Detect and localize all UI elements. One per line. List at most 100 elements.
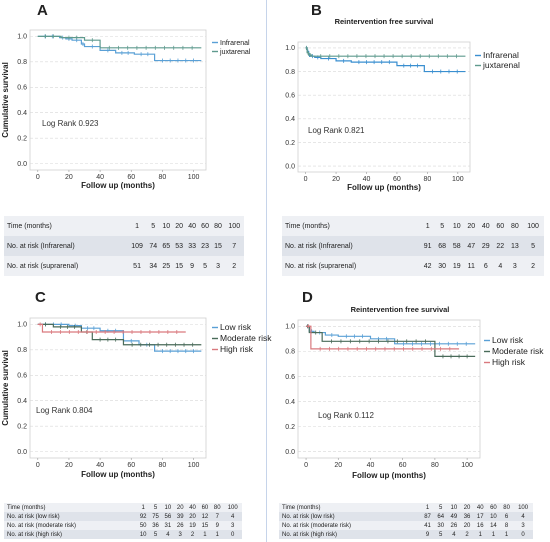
log-rank-annotation: Log Rank 0.112 xyxy=(318,411,374,420)
risk-value: 14 xyxy=(490,522,497,529)
risk-value: 34 xyxy=(149,262,158,270)
risk-value: 3 xyxy=(178,531,182,538)
risk-value: 51 xyxy=(133,262,141,270)
risk-time: 100 xyxy=(527,222,539,230)
risk-table-c: Time (months) 1 5 10 20 40 60 80 100 No.… xyxy=(4,503,242,539)
risk-time: 40 xyxy=(476,504,484,511)
y-tick-label: 0.4 xyxy=(17,110,27,117)
y-tick-label: 0.4 xyxy=(285,116,295,123)
risk-time: 100 xyxy=(518,504,529,511)
risk-value: 13 xyxy=(510,242,519,250)
risk-value: 23 xyxy=(201,242,209,250)
x-tick-label: 100 xyxy=(188,174,200,181)
risk-value: 15 xyxy=(175,262,184,270)
legend-label: juxtarenal xyxy=(482,60,520,70)
risk-value: 3 xyxy=(512,262,517,270)
x-tick-label: 20 xyxy=(332,176,340,183)
risk-value: 3 xyxy=(521,522,525,529)
risk-row-label: No. at risk (low risk) xyxy=(7,513,60,520)
risk-row-label: No. at risk (suprarenal) xyxy=(7,262,79,270)
risk-value: 7 xyxy=(232,242,237,250)
risk-value: 9 xyxy=(215,522,219,529)
risk-time: 40 xyxy=(188,222,197,230)
risk-value: 1 xyxy=(203,531,207,538)
risk-row-label: No. at risk (suprarenal) xyxy=(285,262,357,270)
plot-frame xyxy=(29,317,207,459)
risk-time: 1 xyxy=(141,504,145,511)
risk-value: 26 xyxy=(176,522,184,529)
risk-value: 20 xyxy=(189,513,196,520)
risk-table-a: Time (months) 1 5 10 20 40 60 80 100 No.… xyxy=(4,216,244,276)
risk-value: 65 xyxy=(162,242,171,250)
risk-value: 17 xyxy=(476,513,484,520)
chart-title: Reintervention free survival xyxy=(351,305,450,314)
risk-row-label: No. at risk (moderate risk) xyxy=(282,522,352,529)
risk-value: 2 xyxy=(232,262,237,270)
y-tick-label: 0.8 xyxy=(17,59,27,66)
risk-time: 20 xyxy=(463,504,471,511)
risk-value: 31 xyxy=(164,522,172,529)
x-tick-label: 40 xyxy=(96,174,104,181)
risk-value: 3 xyxy=(216,262,220,270)
x-tick-label: 0 xyxy=(304,176,308,183)
risk-value: 11 xyxy=(467,262,475,270)
risk-time: 10 xyxy=(164,504,172,511)
x-tick-label: 60 xyxy=(399,462,407,469)
y-tick-label: 0.8 xyxy=(17,347,27,354)
y-tick-label: 0.8 xyxy=(285,349,295,356)
legend-label: Moderate risk xyxy=(492,346,544,356)
risk-value: 36 xyxy=(463,513,471,520)
risk-value: 4 xyxy=(521,513,525,520)
x-tick-label: 0 xyxy=(36,462,40,469)
risk-value: 5 xyxy=(153,531,158,538)
x-axis-label: Follow up (months) xyxy=(347,183,421,192)
legend-label: Moderate risk xyxy=(220,333,272,343)
risk-time: 60 xyxy=(201,222,209,230)
risk-value: 74 xyxy=(149,242,158,250)
risk-value: 30 xyxy=(438,262,447,270)
risk-value: 92 xyxy=(139,513,147,520)
risk-value: 58 xyxy=(452,242,461,250)
y-tick-label: 1.0 xyxy=(285,324,295,331)
y-axis-label: Cumulative survival xyxy=(1,62,10,138)
risk-row-label: No. at risk (Infrarenal) xyxy=(285,242,353,250)
risk-row-label: No. at risk (Infrarenal) xyxy=(7,242,75,250)
risk-time: 10 xyxy=(162,222,171,230)
x-tick-label: 20 xyxy=(65,174,73,181)
risk-time: 10 xyxy=(452,222,461,230)
x-tick-label: 40 xyxy=(363,176,371,183)
panel-label-a: A xyxy=(37,2,48,19)
risk-value: 5 xyxy=(439,531,443,538)
panel-divider xyxy=(266,0,267,542)
risk-value: 39 xyxy=(176,513,184,520)
log-rank-annotation: Log Rank 0.804 xyxy=(36,406,93,415)
x-tick-label: 80 xyxy=(423,176,431,183)
x-tick-label: 80 xyxy=(431,462,439,469)
y-tick-label: 0.4 xyxy=(285,399,295,406)
y-axis-label: Cumulative survival xyxy=(1,350,10,426)
panel-label-d: D xyxy=(302,289,313,306)
x-tick-label: 60 xyxy=(127,462,135,469)
risk-time: 40 xyxy=(189,504,196,511)
x-axis-label: Follow up (months) xyxy=(81,181,155,190)
plot-frame xyxy=(297,319,481,459)
risk-time: 60 xyxy=(201,504,209,511)
risk-value: 1 xyxy=(491,531,496,538)
risk-value: 6 xyxy=(504,513,509,520)
risk-time: 20 xyxy=(175,222,184,230)
risk-value: 8 xyxy=(504,522,509,529)
risk-value: 22 xyxy=(496,242,505,250)
risk-value: 56 xyxy=(164,513,172,520)
risk-time: 100 xyxy=(228,222,241,230)
plot-frame xyxy=(29,29,207,171)
risk-value: 4 xyxy=(166,531,170,538)
x-tick-label: 40 xyxy=(96,462,104,469)
y-tick-label: 0.6 xyxy=(285,374,295,381)
y-tick-label: 0.6 xyxy=(17,85,27,92)
risk-value: 16 xyxy=(476,522,484,529)
chart-title: Reintervention free survival xyxy=(335,17,434,26)
x-tick-label: 100 xyxy=(452,176,464,183)
y-tick-label: 0.2 xyxy=(285,424,295,431)
y-tick-label: 0.6 xyxy=(285,92,295,99)
risk-value: 9 xyxy=(190,262,195,270)
